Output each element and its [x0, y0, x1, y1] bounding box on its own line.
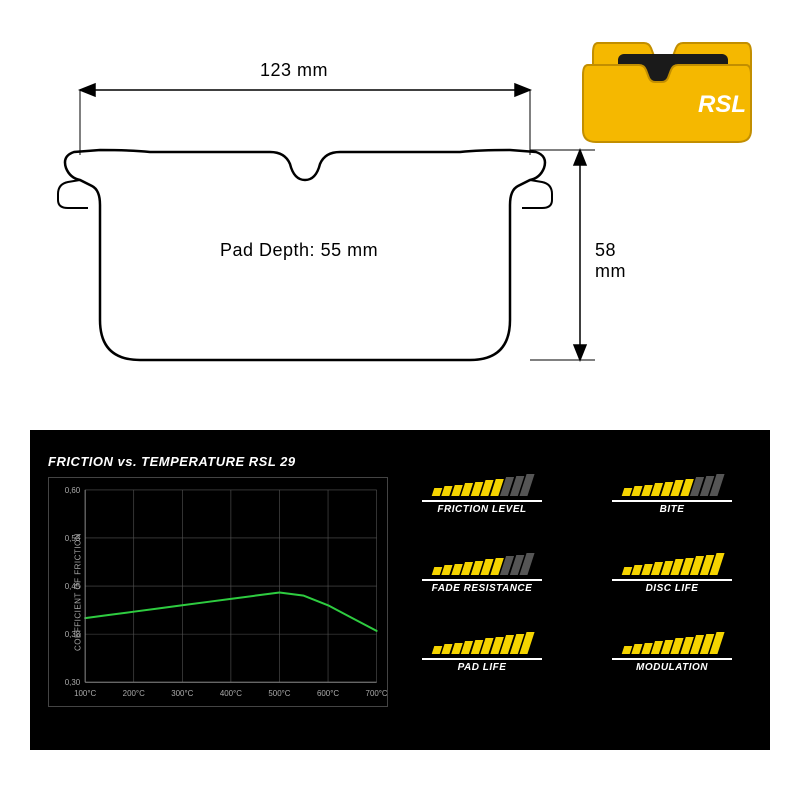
- rating-bite: BITE: [592, 468, 752, 515]
- rating-friction-level: FRICTION LEVEL: [402, 468, 562, 515]
- rating-label: PAD LIFE: [402, 662, 562, 673]
- svg-text:700°C: 700°C: [366, 689, 387, 698]
- rating-underline: [422, 579, 542, 581]
- height-dimension-label: 58 mm: [595, 240, 626, 282]
- chart-svg: 0,30 0,38 0,45 0,53 0,60 100°C 200°C 300°C 400°C…: [49, 478, 387, 706]
- svg-text:400°C: 400°C: [220, 689, 242, 698]
- spec-top-section: RSL: [0, 0, 800, 420]
- rating-label: FRICTION LEVEL: [402, 504, 562, 515]
- rating-label: BITE: [592, 504, 752, 515]
- performance-panel: FRICTION vs. TEMPERATURE RSL 29 COEFFICI…: [30, 430, 770, 750]
- rating-underline: [612, 579, 732, 581]
- rating-label: FADE RESISTANCE: [402, 583, 562, 594]
- rating-fade-resistance: FADE RESISTANCE: [402, 547, 562, 594]
- rating-underline: [422, 500, 542, 502]
- svg-text:200°C: 200°C: [123, 689, 145, 698]
- friction-chart: FRICTION vs. TEMPERATURE RSL 29 COEFFICI…: [48, 454, 398, 724]
- svg-text:0,30: 0,30: [65, 678, 81, 687]
- svg-text:600°C: 600°C: [317, 689, 339, 698]
- rating-bars: [402, 468, 562, 496]
- svg-text:0,38: 0,38: [65, 630, 81, 639]
- rating-underline: [612, 500, 732, 502]
- rating-underline: [422, 658, 542, 660]
- rating-bars: [402, 626, 562, 654]
- depth-dimension-label: Pad Depth: 55 mm: [220, 240, 378, 261]
- rating-modulation: MODULATION: [592, 626, 752, 673]
- rating-bars: [592, 547, 752, 575]
- rating-bars: [592, 468, 752, 496]
- rating-bars: [592, 626, 752, 654]
- rating-label: MODULATION: [592, 662, 752, 673]
- ratings-grid: FRICTION LEVEL BITE FADE RESISTANCE DISC LI…: [402, 468, 752, 673]
- brand-logo-text: RSL: [698, 91, 746, 118]
- width-dimension-label: 123 mm: [260, 60, 328, 81]
- rating-disc-life: DISC LIFE: [592, 547, 752, 594]
- chart-title: FRICTION vs. TEMPERATURE RSL 29: [48, 454, 398, 469]
- svg-text:0,45: 0,45: [65, 582, 81, 591]
- svg-text:100°C: 100°C: [74, 689, 96, 698]
- rating-label: DISC LIFE: [592, 583, 752, 594]
- dimension-drawing: 123 mm 58 mm Pad Depth: 55 mm: [40, 60, 610, 400]
- rating-bars: [402, 547, 562, 575]
- rating-pad-life: PAD LIFE: [402, 626, 562, 673]
- svg-text:500°C: 500°C: [268, 689, 290, 698]
- svg-text:300°C: 300°C: [171, 689, 193, 698]
- svg-text:0,53: 0,53: [65, 534, 81, 543]
- svg-text:0,60: 0,60: [65, 486, 81, 495]
- chart-plot-area: COEFFICIENT OF FRICTION 0,300,380,450,53…: [48, 477, 388, 707]
- rating-underline: [612, 658, 732, 660]
